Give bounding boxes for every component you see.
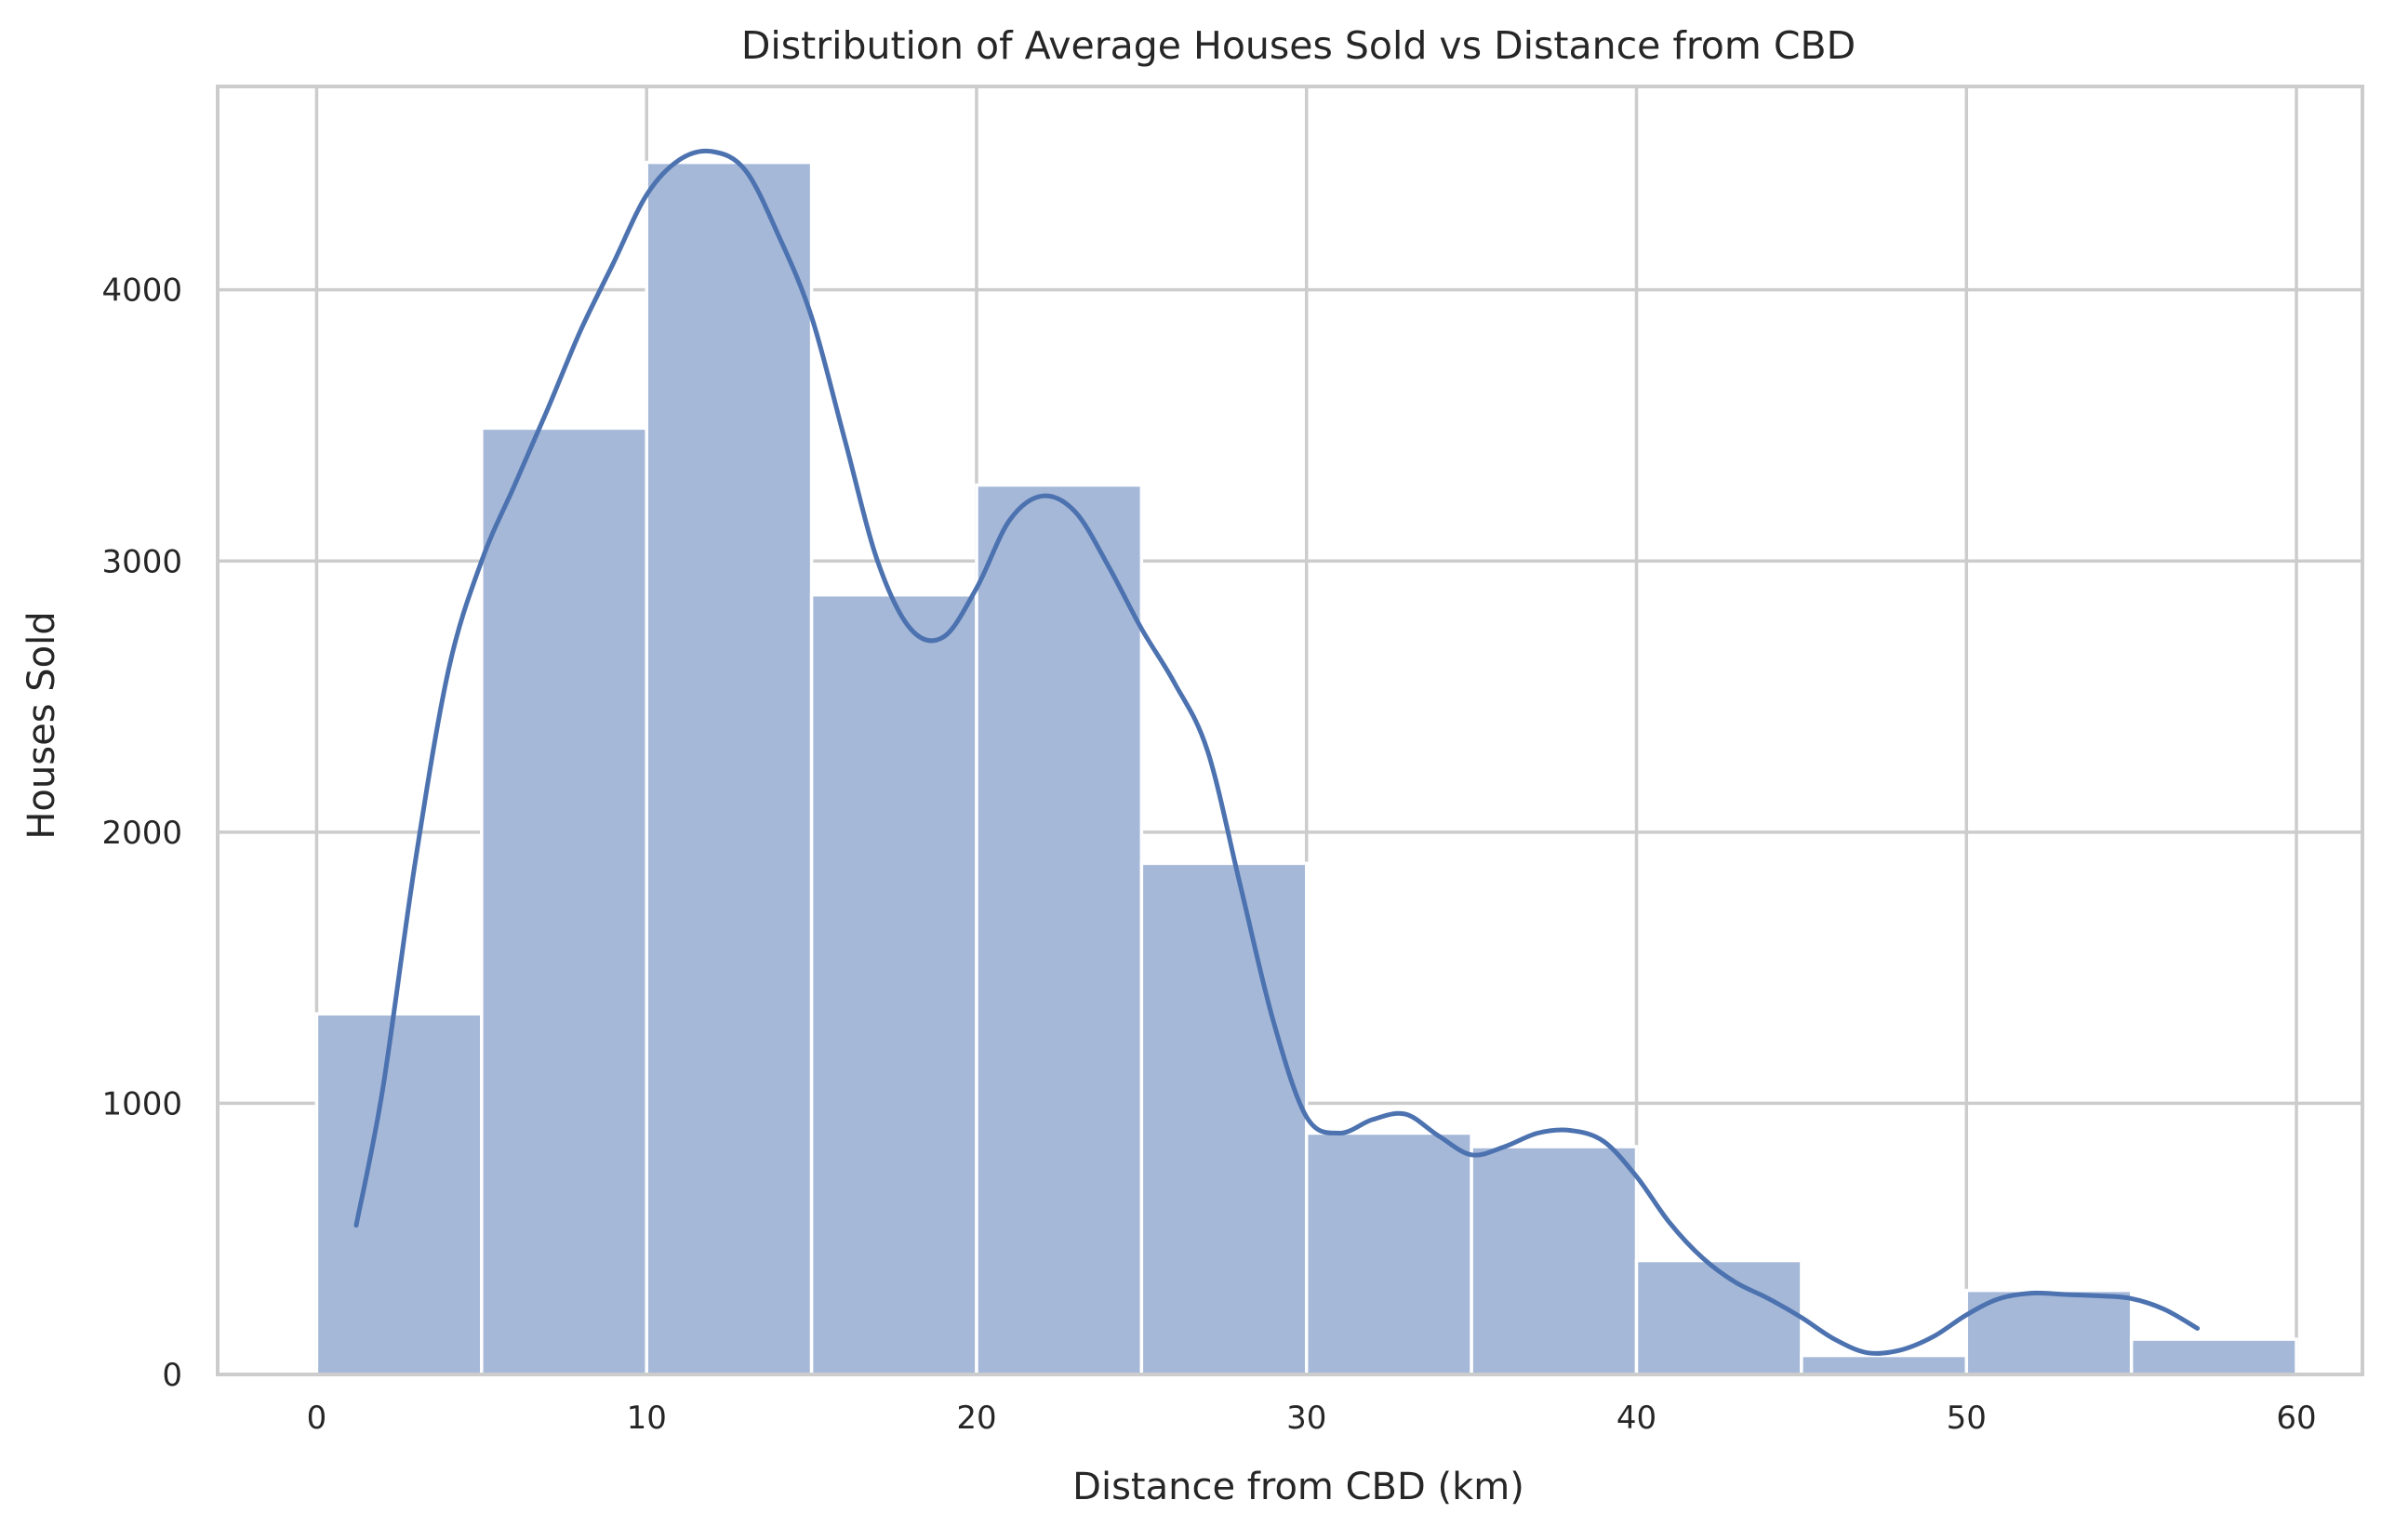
histogram-bar bbox=[314, 1012, 484, 1376]
histogram-bar bbox=[1470, 1145, 1639, 1376]
x-tick-label: 0 bbox=[307, 1400, 327, 1437]
histogram-bar bbox=[1634, 1258, 1803, 1376]
y-tick-label: 4000 bbox=[101, 272, 182, 310]
histogram-bar bbox=[1800, 1353, 1969, 1376]
x-axis-ticks: 0 10 20 30 40 50 60 bbox=[307, 1400, 2317, 1437]
y-tick-label: 0 bbox=[162, 1357, 182, 1394]
histogram-bar bbox=[645, 160, 814, 1376]
y-tick-label: 3000 bbox=[101, 543, 182, 580]
histogram-bar bbox=[975, 483, 1144, 1376]
y-axis-label: Houses Sold bbox=[20, 611, 63, 839]
x-axis-label: Distance from CBD (km) bbox=[1072, 1466, 1524, 1508]
x-tick-label: 60 bbox=[2276, 1400, 2316, 1437]
x-tick-label: 30 bbox=[1286, 1400, 1326, 1437]
y-axis-ticks: 0 1000 2000 3000 4000 bbox=[101, 272, 182, 1394]
histogram-bar bbox=[1964, 1288, 2134, 1376]
kde-curve bbox=[353, 148, 2201, 1356]
x-tick-label: 10 bbox=[627, 1400, 667, 1437]
x-tick-label: 50 bbox=[1947, 1400, 1987, 1437]
histogram-bar bbox=[1139, 861, 1309, 1376]
y-tick-label: 1000 bbox=[101, 1085, 182, 1122]
x-tick-label: 40 bbox=[1616, 1400, 1656, 1437]
histogram-bar bbox=[1304, 1131, 1473, 1376]
plot-frame bbox=[216, 85, 2364, 1376]
kde-curve-layer bbox=[353, 148, 2201, 1356]
histogram-bars bbox=[314, 160, 2298, 1376]
y-tick-label: 2000 bbox=[101, 815, 182, 852]
x-tick-label: 20 bbox=[956, 1400, 996, 1437]
histogram-bar bbox=[480, 426, 648, 1376]
chart-title: Distribution of Average Houses Sold vs D… bbox=[741, 23, 1856, 68]
histogram-bar bbox=[2129, 1337, 2298, 1376]
histogram-bar bbox=[809, 592, 978, 1376]
